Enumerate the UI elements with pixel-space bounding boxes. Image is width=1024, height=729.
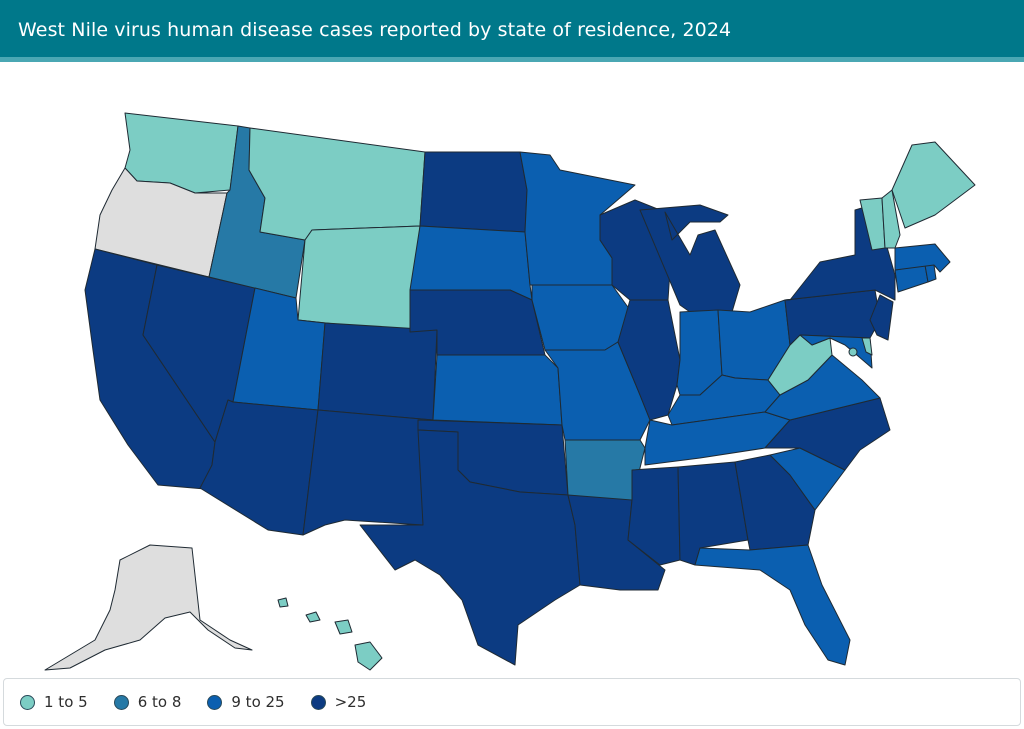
- state-new-jersey[interactable]: [869, 294, 894, 341]
- legend-item[interactable]: 9 to 25: [207, 693, 285, 711]
- legend-label: 9 to 25: [231, 693, 285, 711]
- state-massachusetts[interactable]: [894, 243, 951, 273]
- state-hawaii-big-island[interactable]: [354, 641, 383, 671]
- state-south-carolina[interactable]: [769, 447, 846, 511]
- state-new-mexico[interactable]: [302, 409, 434, 536]
- state-hawaii-maui[interactable]: [334, 619, 353, 635]
- legend-swatch: [20, 694, 35, 710]
- legend-label: 1 to 5: [44, 693, 88, 711]
- legend-item[interactable]: 6 to 8: [113, 693, 182, 711]
- state-montana[interactable]: [248, 127, 426, 241]
- state-texas[interactable]: [359, 429, 581, 666]
- state-kansas[interactable]: [432, 354, 563, 426]
- legend-label: 6 to 8: [137, 693, 182, 711]
- title-bar: West Nile virus human disease cases repo…: [0, 0, 1024, 62]
- legend-item[interactable]: >25: [310, 693, 367, 711]
- legend-label: >25: [334, 693, 367, 711]
- map-svg: [44, 112, 976, 671]
- state-wyoming[interactable]: [297, 225, 421, 333]
- state-new-hampshire[interactable]: [881, 189, 901, 249]
- legend-item[interactable]: 1 to 5: [20, 693, 88, 711]
- legend-swatch: [113, 694, 129, 710]
- state-alaska[interactable]: [44, 544, 253, 671]
- page-title: West Nile virus human disease cases repo…: [18, 19, 732, 41]
- state-north-dakota[interactable]: [419, 151, 528, 233]
- state-missouri[interactable]: [544, 341, 651, 441]
- state-hawaii-oahu[interactable]: [305, 611, 321, 623]
- state-hawaii-kauai[interactable]: [277, 597, 289, 608]
- state-delaware[interactable]: [861, 337, 873, 356]
- dc-marker[interactable]: [848, 347, 858, 357]
- legend-swatch: [310, 694, 326, 710]
- legend: 1 to 5 6 to 8 9 to 25 >25: [3, 678, 1021, 726]
- state-colorado[interactable]: [317, 322, 438, 421]
- us-map: [0, 66, 1024, 676]
- legend-swatch: [207, 694, 223, 710]
- state-florida[interactable]: [694, 544, 851, 666]
- state-south-dakota[interactable]: [409, 225, 533, 301]
- state-maine[interactable]: [891, 141, 976, 229]
- state-iowa[interactable]: [531, 284, 631, 351]
